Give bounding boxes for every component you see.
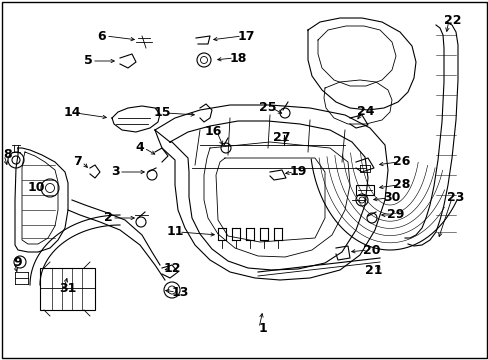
Text: 17: 17	[237, 30, 254, 42]
Text: 8: 8	[4, 148, 12, 162]
Text: 18: 18	[229, 51, 246, 64]
Text: 29: 29	[386, 208, 404, 221]
Text: 2: 2	[103, 211, 112, 225]
Text: 19: 19	[289, 166, 306, 179]
Text: 1: 1	[258, 321, 267, 334]
Bar	[355, 185, 373, 195]
Text: 7: 7	[74, 156, 82, 168]
Text: 31: 31	[59, 282, 77, 294]
Text: 6: 6	[98, 30, 106, 42]
Text: 16: 16	[204, 126, 221, 139]
Text: 26: 26	[392, 156, 410, 168]
Text: 30: 30	[383, 192, 400, 204]
Bar	[40, 268, 95, 310]
Text: 13: 13	[171, 285, 188, 298]
Text: 24: 24	[357, 105, 374, 118]
Text: 14: 14	[63, 107, 81, 120]
Text: 5: 5	[83, 54, 92, 68]
Text: 20: 20	[363, 243, 380, 256]
Text: 22: 22	[443, 13, 461, 27]
Text: 25: 25	[259, 102, 276, 114]
Text: 27: 27	[273, 131, 290, 144]
Text: 28: 28	[392, 179, 410, 192]
Text: 4: 4	[135, 141, 144, 154]
Text: 12: 12	[163, 262, 181, 275]
Text: 21: 21	[365, 264, 382, 276]
Text: 15: 15	[153, 107, 170, 120]
Text: 11: 11	[166, 225, 183, 238]
Text: 10: 10	[27, 181, 45, 194]
Text: 3: 3	[110, 166, 119, 179]
Text: 9: 9	[14, 256, 22, 269]
Text: 23: 23	[447, 192, 464, 204]
